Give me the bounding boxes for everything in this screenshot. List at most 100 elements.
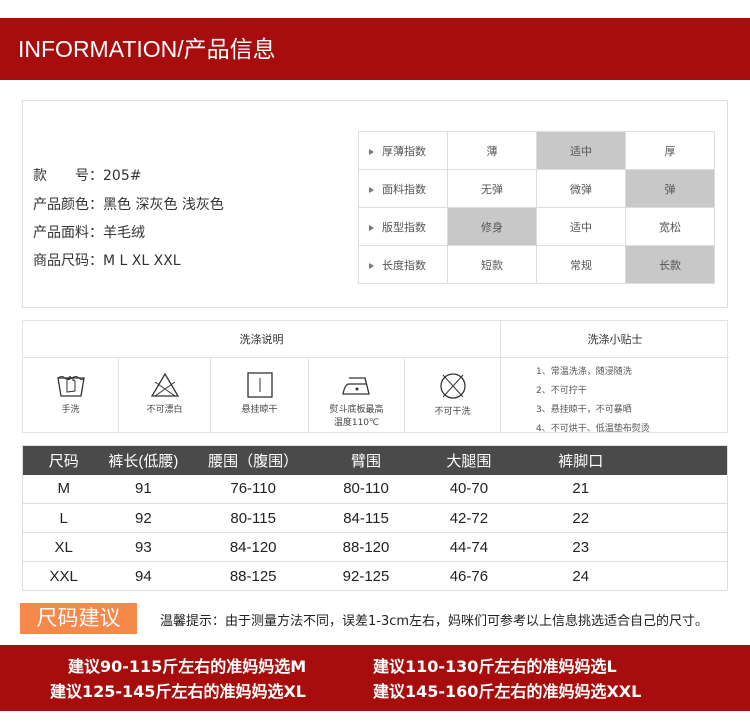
wash-tips: 1、常温洗涤，随浸随洗 2、不可拧干 3、悬挂晾干，不可暴晒 4、不可烘干、低温… (536, 363, 650, 439)
size-cell: 92 (104, 503, 183, 533)
size-header: 大腿围 (407, 445, 530, 475)
product-fabric: 产品面料：羊毛绒 (33, 225, 145, 241)
header-title: INFORMATION/产品信息 (18, 36, 276, 62)
index-option: 宽松 (625, 207, 715, 246)
wash-item: 悬挂晾干 (211, 358, 309, 433)
index-label: 厚薄指数 (358, 131, 448, 170)
wash-label: 手洗 (61, 405, 80, 415)
product-colors: 产品颜色：黑色 深灰色 浅灰色 (33, 197, 224, 213)
hand-wash-icon (23, 372, 118, 398)
index-option: 微弹 (536, 169, 626, 208)
banner-line: 建议145-160斤左右的准妈妈选XXL (373, 682, 642, 701)
size-cell: 40-70 (407, 474, 530, 504)
wash-label-2: 温度110℃ (333, 418, 380, 428)
triangle-icon (369, 262, 374, 269)
index-option: 无弹 (447, 169, 537, 208)
size-cell: 46-76 (407, 561, 530, 591)
wash-item: 手洗 (23, 358, 119, 433)
triangle-icon (369, 186, 374, 193)
index-option: 修身 (447, 207, 537, 246)
size-recommend-label: 尺码建议 (20, 603, 137, 634)
index-option: 弹 (625, 169, 715, 208)
size-row: M 91 76-110 80-110 40-70 21 (22, 474, 728, 504)
wash-label: 不可漂白 (146, 405, 183, 415)
wash-section: 洗涤说明 洗涤小贴士 手洗 不可漂白 悬挂晾干 熨斗底板最高 温度110℃ 不可干洗 1、… (22, 320, 729, 434)
size-cell: 84-115 (324, 503, 408, 533)
tip: 4、不可烘干、低温垫布熨烫 (536, 424, 650, 434)
index-option: 常规 (536, 245, 626, 284)
size-cell: 88-120 (324, 532, 408, 562)
size-header: 裤脚口 (529, 445, 632, 475)
size-row: XXL 94 88-125 92-125 46-76 24 (22, 561, 728, 591)
size-cell-empty (631, 561, 728, 591)
size-cell: 88-125 (182, 561, 325, 591)
index-label-text: 长度指数 (382, 258, 426, 272)
tip: 3、悬挂晾干，不可暴晒 (536, 405, 632, 415)
no-dry-clean-icon (405, 372, 500, 400)
size-cell: 93 (104, 532, 183, 562)
index-row: 面料指数 无弹 微弹弹 (358, 169, 715, 208)
size-cell: 21 (529, 474, 632, 504)
index-label: 面料指数 (358, 169, 448, 208)
product-info: 款 号：205# 产品颜色：黑色 深灰色 浅灰色 产品面料：羊毛绒 商品尺码：M… (22, 100, 728, 308)
wash-item: 不可干洗 (405, 358, 501, 433)
index-label: 长度指数 (358, 245, 448, 284)
size-cell: 42-72 (407, 503, 530, 533)
tips-title: 洗涤小贴士 (501, 321, 729, 358)
section-header: INFORMATION/产品信息 (0, 18, 750, 80)
index-label-text: 面料指数 (382, 182, 426, 196)
wash-label: 不可干洗 (434, 407, 471, 417)
size-header: 腰围（腹围） (182, 445, 325, 475)
index-label: 版型指数 (358, 207, 448, 246)
size-cell-empty (631, 474, 728, 504)
product-sizes: 商品尺码：M L XL XXL (33, 253, 181, 269)
index-row: 长度指数 短款 常规 长款 (358, 245, 715, 284)
index-row: 版型指数 修身 适中 宽松 (358, 207, 715, 246)
wash-item: 熨斗底板最高 温度110℃ (309, 358, 405, 433)
size-cell: 80-110 (324, 474, 408, 504)
wash-item: 不可漂白 (119, 358, 211, 433)
banner-line: 建议125-145斤左右的准妈妈选XL (50, 682, 306, 701)
size-cell: 92-125 (324, 561, 408, 591)
size-table: 尺码 裤长(低腰) 腰围（腹围） 臂围 大腿围 裤脚口 M 91 76-110 80-110 40-… (22, 445, 728, 591)
size-row: L 92 80-115 84-115 42-72 22 (22, 503, 728, 533)
index-option: 厚 (625, 131, 715, 170)
tip: 1、常温洗涤，随浸随洗 (536, 367, 632, 377)
index-option: 薄 (447, 131, 537, 170)
size-row: XL 93 84-120 88-120 44-74 23 (22, 532, 728, 562)
size-cell: XXL (22, 561, 105, 591)
wash-label: 熨斗底板最高 (329, 405, 384, 415)
measurement-note: 温馨提示：由于测量方法不同，误差1-3cm左右，妈咪们可参考以上信息挑选适合自己… (160, 614, 709, 629)
size-cell: XL (22, 532, 105, 562)
tip: 2、不可拧干 (536, 386, 587, 396)
index-option: 适中 (536, 207, 626, 246)
iron-icon (309, 372, 404, 398)
size-header: 裤长(低腰) (104, 445, 183, 475)
size-cell: M (22, 474, 105, 504)
index-label-text: 版型指数 (382, 220, 426, 234)
no-bleach-icon (119, 372, 210, 398)
size-banner: 建议90-115斤左右的准妈妈选M 建议110-130斤左右的准妈妈选L 建议1… (0, 645, 750, 711)
size-header: 臂围 (324, 445, 408, 475)
hang-dry-icon (211, 372, 308, 398)
size-cell: 76-110 (182, 474, 325, 504)
banner-line: 建议110-130斤左右的准妈妈选L (373, 657, 617, 676)
size-cell-empty (631, 532, 728, 562)
size-cell: 94 (104, 561, 183, 591)
index-label-text: 厚薄指数 (382, 144, 426, 158)
index-option: 适中 (536, 131, 626, 170)
size-cell: 84-120 (182, 532, 325, 562)
index-option: 长款 (625, 245, 715, 284)
triangle-icon (369, 224, 374, 231)
size-cell: 22 (529, 503, 632, 533)
size-cell: 80-115 (182, 503, 325, 533)
triangle-icon (369, 148, 374, 155)
wash-label: 悬挂晾干 (241, 405, 278, 415)
index-table: 厚薄指数薄适中厚面料指数 无弹 微弹弹版型指数 修身 适中 宽松 长度指数 短款 常规 长款 (358, 131, 715, 284)
size-cell: 23 (529, 532, 632, 562)
size-cell: 91 (104, 474, 183, 504)
style-number: 款 号：205# (33, 168, 142, 184)
size-header: 尺码 (22, 445, 105, 475)
index-option: 短款 (447, 245, 537, 284)
wash-title: 洗涤说明 (23, 321, 501, 358)
